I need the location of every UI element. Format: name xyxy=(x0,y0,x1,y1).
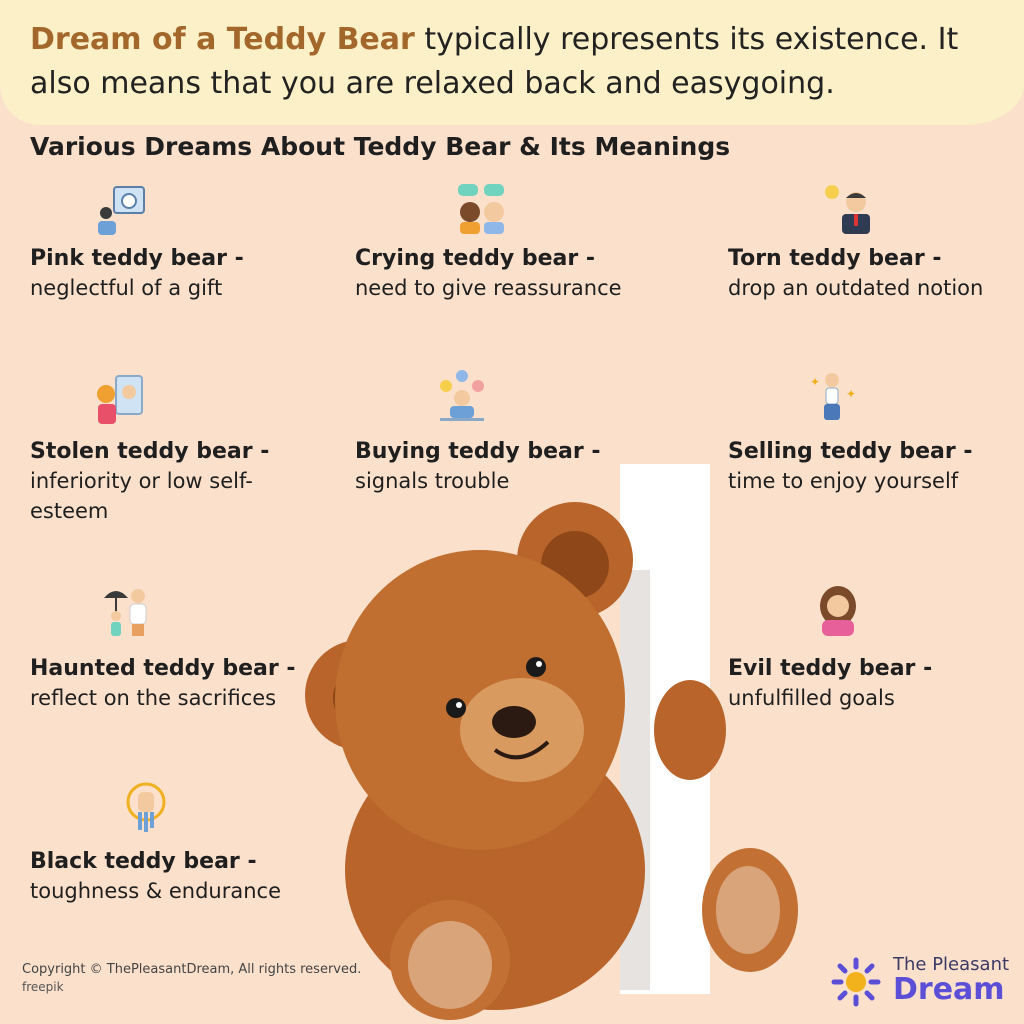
dancing-person-icon: ✦ ✦ xyxy=(810,373,856,420)
dream-item-haunted: Haunted teddy bear - reflect on the sacr… xyxy=(30,654,330,713)
pleasant-dream-logo-icon xyxy=(831,957,881,1007)
section-title: Various Dreams About Teddy Bear & Its Me… xyxy=(30,132,731,161)
svg-text:✦: ✦ xyxy=(846,387,856,401)
dream-meaning: unfulfilled goals xyxy=(728,686,895,710)
dream-meaning: need to give reassurance xyxy=(355,276,622,300)
dream-meaning: signals trouble xyxy=(355,469,510,493)
dream-meaning: reflect on the sacrifices xyxy=(30,686,277,710)
dream-item-evil: Evil teddy bear - unfulfilled goals xyxy=(728,654,1024,713)
dream-title: Torn teddy bear - xyxy=(728,246,942,271)
dream-item-stolen: Stolen teddy bear - inferiority or low s… xyxy=(30,437,330,526)
dream-meaning: neglectful of a gift xyxy=(30,276,223,300)
sad-woman-icon xyxy=(820,586,856,636)
dream-title: Selling teddy bear - xyxy=(728,439,973,464)
umbrella-family-icon xyxy=(104,589,147,636)
dream-meaning: inferiority or low self-esteem xyxy=(30,469,253,523)
idea-businessman-icon xyxy=(825,185,870,234)
strong-fist-icon xyxy=(126,782,166,832)
dream-title: Buying teddy bear - xyxy=(355,439,601,464)
dream-title: Haunted teddy bear - xyxy=(30,656,296,681)
calendar-person-icon xyxy=(98,186,145,235)
dream-item-torn: Torn teddy bear - drop an outdated notio… xyxy=(728,244,1024,303)
dream-title: Evil teddy bear - xyxy=(728,656,933,681)
dream-title: Pink teddy bear - xyxy=(30,246,244,271)
two-people-chat-icon xyxy=(458,184,504,234)
intro-text: Dream of a Teddy Bear typically represen… xyxy=(30,18,1000,106)
dream-item-pink: Pink teddy bear - neglectful of a gift xyxy=(30,244,330,303)
dream-item-buying: Buying teddy bear - signals trouble xyxy=(355,437,655,496)
teddy-bear-illustration xyxy=(305,464,798,1020)
dream-meaning: toughness & endurance xyxy=(30,879,282,903)
intro-rest: typically represents its existence. It a… xyxy=(30,22,959,101)
copyright-text: Copyright © ThePleasantDream, All rights… xyxy=(22,962,362,977)
logo-text-top: The Pleasant xyxy=(893,954,1010,975)
dream-item-black: Black teddy bear - toughness & endurance xyxy=(30,847,330,906)
logo-text-bottom: Dream xyxy=(893,972,1005,1007)
image-credit: freepik xyxy=(22,980,64,994)
dream-title: Stolen teddy bear - xyxy=(30,439,270,464)
stressed-person-icon xyxy=(440,370,484,421)
intro-banner xyxy=(0,0,1024,125)
dream-item-selling: Selling teddy bear - time to enjoy yours… xyxy=(728,437,1024,496)
intro-highlight: Dream of a Teddy Bear xyxy=(30,22,415,57)
svg-text:✦: ✦ xyxy=(810,375,820,389)
dream-title: Crying teddy bear - xyxy=(355,246,596,271)
dream-item-crying: Crying teddy bear - need to give reassur… xyxy=(355,244,655,303)
dream-meaning: time to enjoy yourself xyxy=(728,469,959,493)
dream-title: Black teddy bear - xyxy=(30,849,257,874)
mirror-woman-icon xyxy=(97,375,143,424)
dream-meaning: drop an outdated notion xyxy=(728,276,984,300)
